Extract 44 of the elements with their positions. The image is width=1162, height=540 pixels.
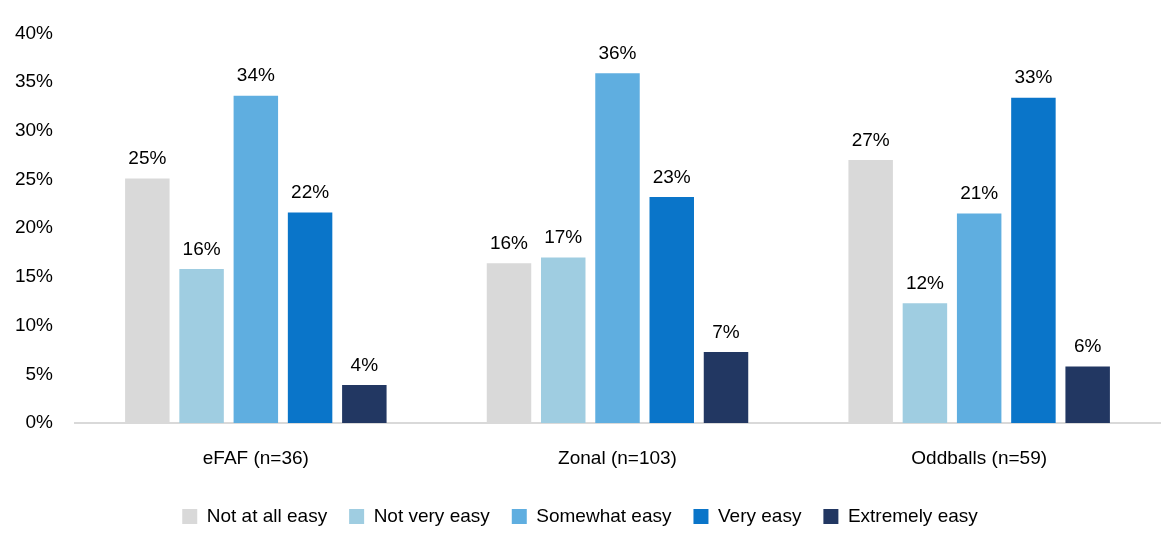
- data-label: 22%: [291, 181, 330, 203]
- data-label: 23%: [652, 165, 691, 187]
- legend-label: Not very easy: [373, 504, 491, 526]
- data-label: 33%: [1014, 66, 1053, 88]
- bar: [1065, 366, 1110, 423]
- bar: [703, 351, 749, 423]
- data-label: 6%: [1073, 335, 1102, 357]
- legend-label: Very easy: [717, 504, 802, 526]
- y-tick-label: 20%: [14, 216, 54, 238]
- y-tick-label: 15%: [14, 265, 54, 287]
- data-label: 34%: [236, 64, 275, 86]
- y-tick-label: 30%: [14, 119, 54, 141]
- bar: [541, 257, 586, 423]
- data-label: 16%: [182, 237, 221, 259]
- data-label: 16%: [489, 232, 529, 253]
- bar: [179, 269, 224, 423]
- data-label: 4%: [350, 353, 379, 375]
- bar: [342, 385, 387, 423]
- y-tick-label: 10%: [14, 313, 54, 335]
- data-label: 27%: [851, 128, 890, 150]
- data-label: 21%: [960, 182, 999, 204]
- x-tick-label: Oddballs (n=59): [911, 446, 1048, 468]
- data-label: 7%: [712, 320, 740, 342]
- data-label: 17%: [544, 226, 583, 248]
- bar: [902, 303, 948, 423]
- x-tick-label: eFAF (n=36): [202, 446, 309, 468]
- data-label: 36%: [598, 42, 637, 64]
- data-label: 12%: [905, 271, 945, 293]
- bar: [233, 95, 279, 423]
- legend-label: Extremely easy: [847, 504, 979, 526]
- data-label: 25%: [128, 147, 167, 169]
- y-tick-label: 0%: [25, 411, 54, 433]
- legend-label: Not at all easy: [206, 504, 328, 526]
- y-tick-label: 35%: [14, 70, 54, 92]
- y-tick-label: 5%: [25, 362, 54, 384]
- bar: [649, 197, 694, 423]
- bar: [1011, 97, 1056, 423]
- bar: [956, 213, 1002, 423]
- bar: [287, 212, 333, 423]
- legend-label: Somewhat easy: [536, 504, 672, 526]
- x-tick-label: Zonal (n=103): [558, 446, 677, 468]
- y-tick-label: 40%: [14, 21, 54, 43]
- bar: [595, 73, 640, 423]
- y-tick-label: 25%: [14, 167, 54, 189]
